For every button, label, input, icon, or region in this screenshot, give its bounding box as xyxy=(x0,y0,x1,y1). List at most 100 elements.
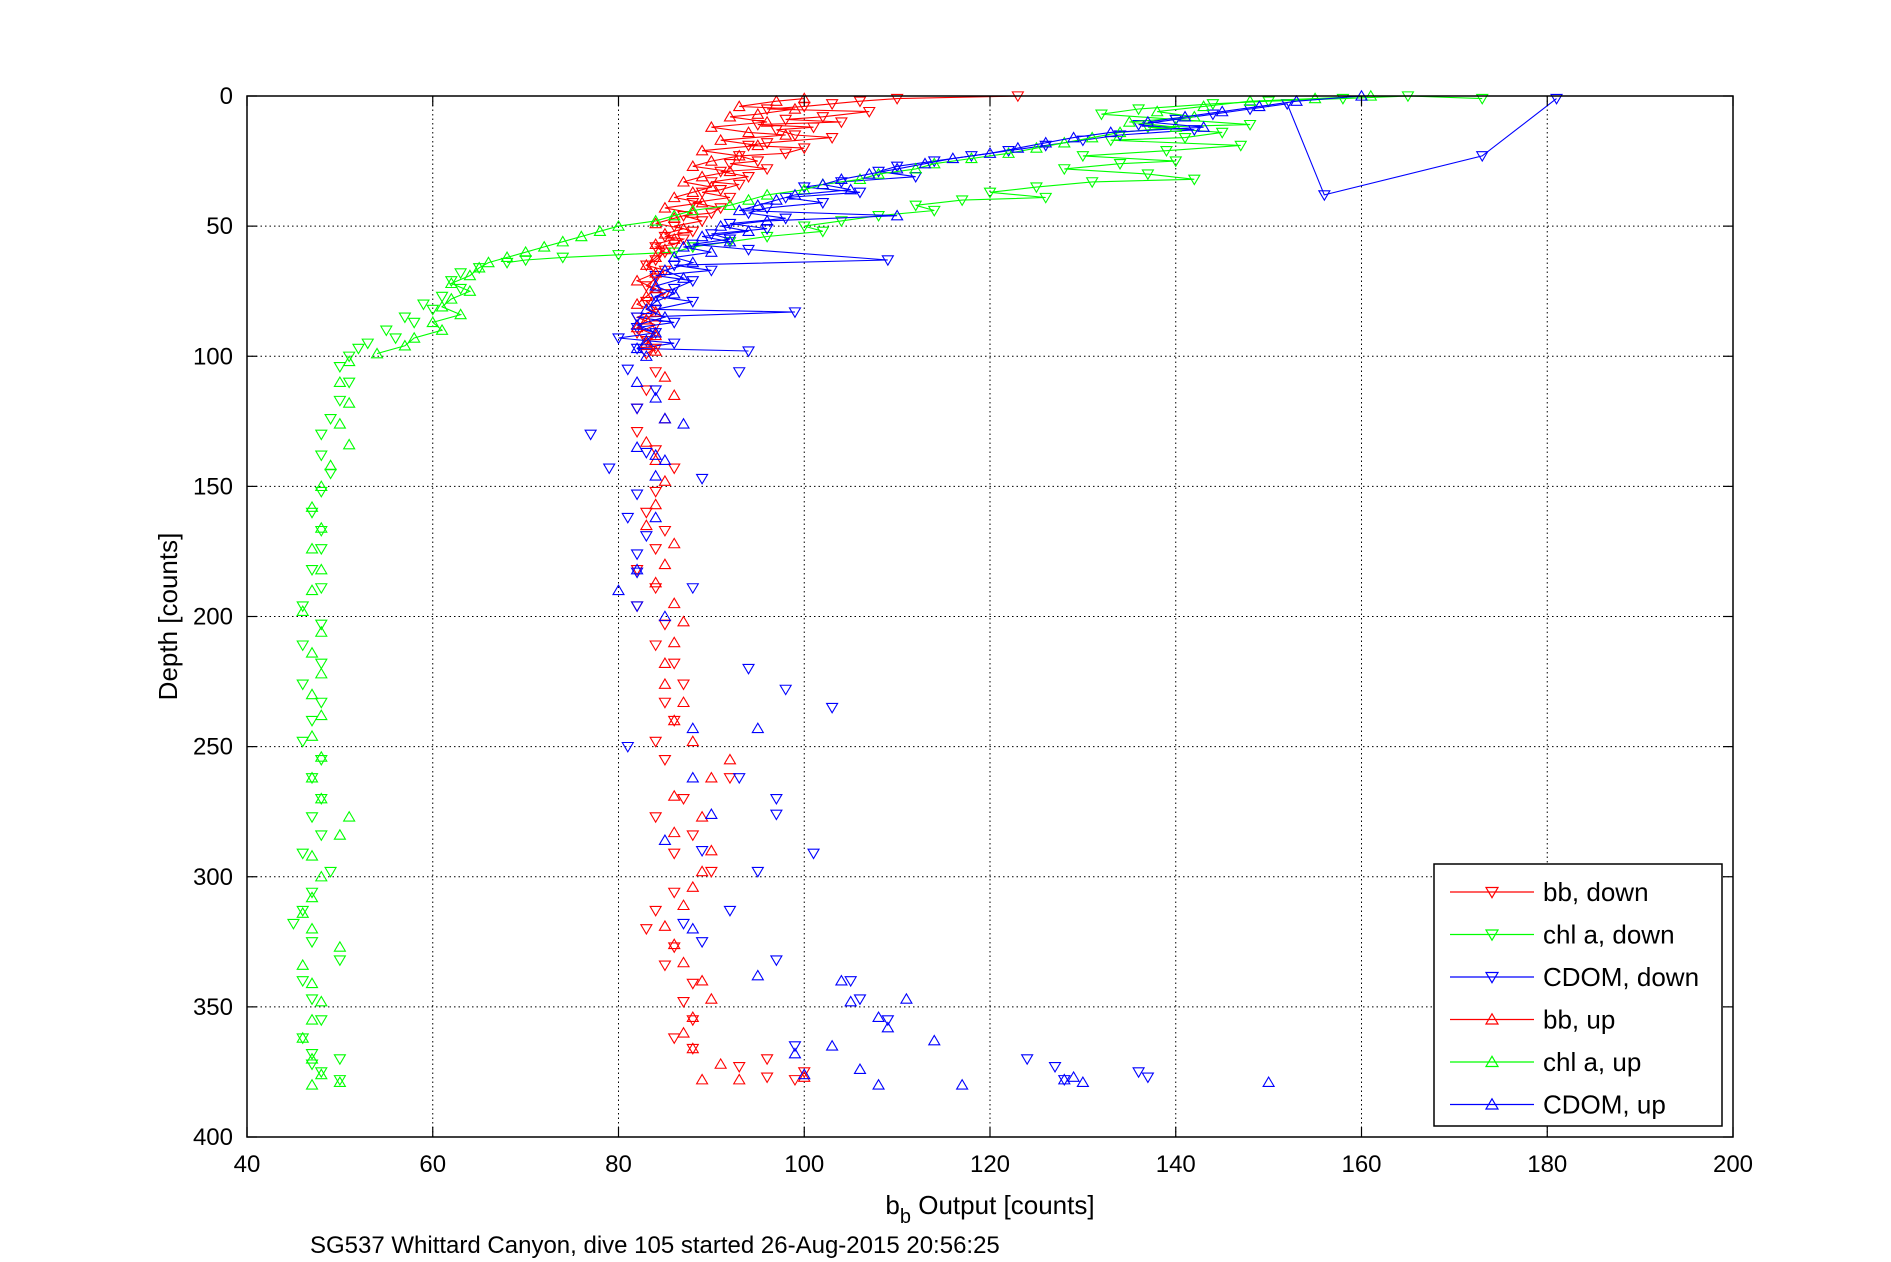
data-point xyxy=(649,242,663,254)
data-point xyxy=(333,940,347,952)
data-point xyxy=(658,474,672,486)
data-point xyxy=(296,848,310,860)
data-point xyxy=(816,198,830,210)
data-point xyxy=(649,367,663,379)
legend-label: bb, up xyxy=(1543,1005,1615,1035)
data-point xyxy=(519,245,533,257)
data-point xyxy=(769,125,783,137)
data-point xyxy=(630,403,644,415)
data-point xyxy=(834,974,848,986)
data-point xyxy=(677,240,690,252)
data-point xyxy=(769,809,783,821)
data-point xyxy=(472,261,486,273)
data-point xyxy=(305,500,319,512)
data-point xyxy=(686,204,700,216)
data-point xyxy=(649,812,663,824)
data-point xyxy=(649,344,663,356)
data-point xyxy=(314,544,328,556)
data-point xyxy=(537,240,551,252)
data-point xyxy=(324,459,338,471)
y-tick-label: 150 xyxy=(193,473,233,500)
data-point xyxy=(649,736,663,748)
data-point xyxy=(686,771,700,783)
data-point xyxy=(853,187,867,199)
x-tick-label: 200 xyxy=(1713,1151,1753,1178)
x-tick-label: 60 xyxy=(419,1151,446,1178)
data-point xyxy=(602,463,616,475)
data-point xyxy=(667,463,681,475)
data-point xyxy=(1057,1073,1071,1085)
data-point xyxy=(305,715,319,727)
data-point xyxy=(649,273,663,285)
data-point xyxy=(621,364,635,376)
data-point xyxy=(1132,119,1146,131)
data-point xyxy=(732,1073,746,1085)
data-point xyxy=(862,167,876,179)
data-point xyxy=(1057,164,1071,176)
data-point xyxy=(1141,1072,1155,1084)
data-point xyxy=(677,1026,690,1038)
data-point xyxy=(630,312,644,324)
data-point xyxy=(742,244,755,256)
data-point xyxy=(305,1049,319,1061)
data-point xyxy=(844,183,858,195)
data-point xyxy=(751,107,765,119)
data-point xyxy=(667,938,681,950)
data-point xyxy=(296,601,310,613)
data-point xyxy=(1085,131,1099,143)
y-tick-label: 0 xyxy=(220,83,233,110)
y-tick-label: 300 xyxy=(193,864,233,891)
data-point xyxy=(1002,146,1016,158)
data-point xyxy=(407,331,421,343)
data-point xyxy=(695,865,709,877)
data-point xyxy=(1178,110,1192,122)
data-point xyxy=(751,969,765,981)
data-point xyxy=(714,219,728,231)
y-tick-label: 400 xyxy=(193,1124,233,1151)
data-point xyxy=(677,696,690,708)
legend-label: CDOM, down xyxy=(1543,962,1699,992)
data-point xyxy=(732,1062,746,1074)
data-point xyxy=(454,268,468,280)
data-point xyxy=(667,232,681,244)
data-point xyxy=(621,512,635,524)
data-point xyxy=(834,117,848,129)
data-point xyxy=(667,714,681,726)
data-point xyxy=(667,209,681,221)
data-point xyxy=(667,942,681,954)
data-point xyxy=(760,138,774,150)
data-point xyxy=(1039,192,1053,204)
data-point xyxy=(630,441,644,453)
data-point xyxy=(760,164,774,176)
data-point xyxy=(723,218,737,230)
data-point xyxy=(1020,1054,1034,1066)
data-point xyxy=(667,287,681,299)
data-point xyxy=(649,511,663,523)
data-point xyxy=(1113,130,1127,142)
data-point xyxy=(630,563,644,575)
legend-label: bb, down xyxy=(1543,877,1649,907)
data-point xyxy=(1113,158,1127,170)
data-point xyxy=(463,269,477,281)
legend-swatch-marker xyxy=(1484,1055,1500,1068)
data-point xyxy=(658,243,672,255)
legend-swatch-marker xyxy=(1484,886,1500,899)
data-point xyxy=(742,346,755,358)
data-point xyxy=(825,132,839,144)
data-point xyxy=(1076,151,1090,163)
series-cdom-up xyxy=(612,89,1368,1090)
data-point xyxy=(909,200,923,212)
data-point xyxy=(630,318,644,330)
data-point xyxy=(890,93,904,105)
data-point xyxy=(305,977,319,989)
data-point xyxy=(751,156,765,168)
data-point xyxy=(1215,105,1229,117)
data-point xyxy=(704,180,718,192)
data-point xyxy=(305,994,319,1006)
data-point xyxy=(314,486,328,498)
data-point xyxy=(630,427,644,439)
data-point xyxy=(760,231,774,243)
data-point xyxy=(769,193,783,205)
data-point xyxy=(723,192,737,204)
data-point xyxy=(1076,1076,1090,1088)
